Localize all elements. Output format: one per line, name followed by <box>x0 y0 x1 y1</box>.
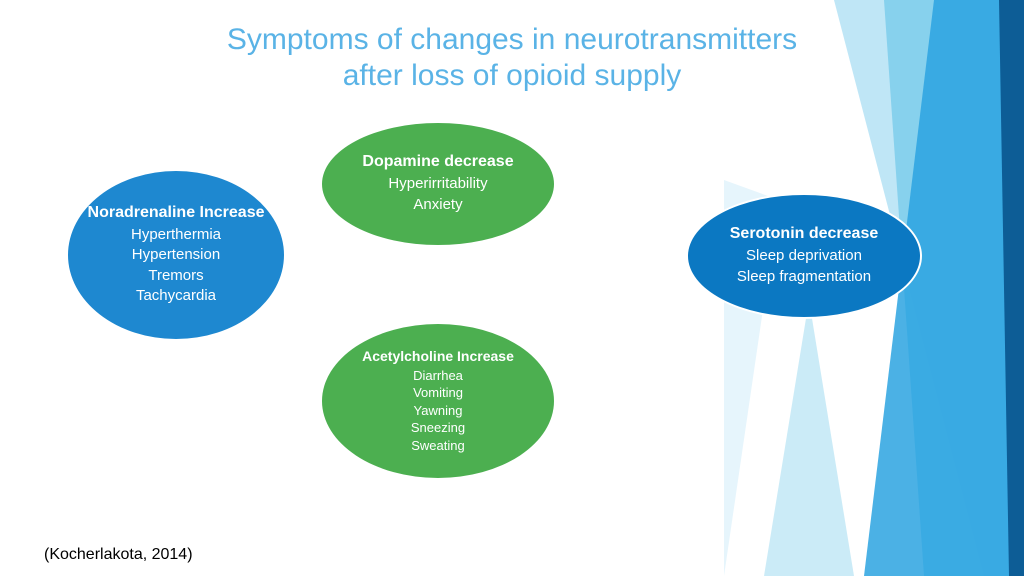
ellipse-dopamine: Dopamine decrease HyperirritabilityAnxiet… <box>320 121 556 247</box>
citation: (Kocherlakota, 2014) <box>44 546 193 564</box>
ellipse-title: Dopamine decrease <box>362 153 513 171</box>
ellipse-title: Noradrenaline Increase <box>88 204 265 222</box>
ellipse-item: Sleep deprivation <box>746 246 862 266</box>
ellipse-item: Yawning <box>414 402 463 420</box>
ellipse-item: Vomiting <box>413 384 463 402</box>
ellipse-title: Serotonin decrease <box>730 225 879 243</box>
ellipse-item: Anxiety <box>413 195 462 215</box>
ellipse-item: Tremors <box>148 266 203 286</box>
ellipse-item: Diarrhea <box>413 367 463 385</box>
ellipse-item: Sleep fragmentation <box>737 267 871 287</box>
slide-title: Symptoms of changes in neurotransmitters… <box>0 0 1024 94</box>
ellipse-acetylcholine: Acetylcholine Increase DiarrheaVomitingYa… <box>320 322 556 480</box>
ellipse-item: Sweating <box>411 437 464 455</box>
ellipse-serotonin: Serotonin decrease Sleep deprivationSleep… <box>686 193 922 319</box>
title-line-2: after loss of opioid supply <box>0 58 1024 94</box>
title-line-1: Symptoms of changes in neurotransmitters <box>0 22 1024 58</box>
ellipse-item: Hyperirritability <box>388 174 487 194</box>
ellipse-item: Tachycardia <box>136 286 216 306</box>
ellipse-item: Hyperthermia <box>131 225 221 245</box>
ellipse-title: Acetylcholine Increase <box>362 348 514 364</box>
ellipse-item: Sneezing <box>411 419 465 437</box>
ellipse-noradrenaline: Noradrenaline Increase HyperthermiaHypert… <box>66 169 286 341</box>
ellipse-item: Hypertension <box>132 245 220 265</box>
